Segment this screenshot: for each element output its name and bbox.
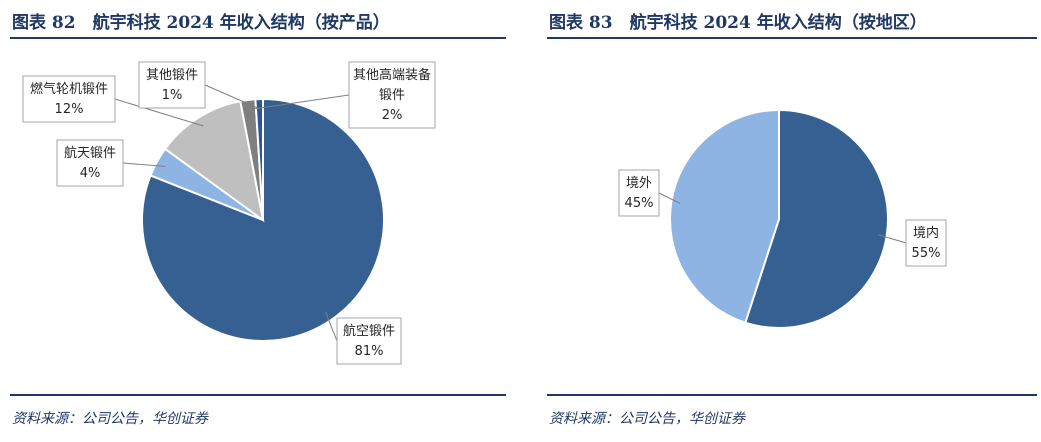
data-label: 其他锻件 1% bbox=[138, 61, 260, 110]
label-box bbox=[56, 139, 124, 187]
chart-title: 图表 83 航宇科技 2024 年收入结构（按地区） bbox=[549, 13, 927, 33]
label-box bbox=[22, 75, 116, 123]
region-pie-chart: 境内 55% 境外 45% bbox=[618, 108, 947, 329]
source-note: 资料来源：公司公告，华创证券 bbox=[12, 411, 208, 427]
leader-line bbox=[658, 192, 681, 204]
slice-name-label: 航空锻件 bbox=[343, 323, 395, 339]
label-box bbox=[348, 61, 436, 129]
label-box bbox=[905, 219, 947, 267]
leader-line bbox=[204, 84, 260, 110]
leader-line bbox=[248, 94, 350, 111]
slice-name-label: 其他锻件 bbox=[146, 68, 198, 83]
slice-value-label: 55% bbox=[912, 246, 941, 261]
slice-value-label: 2% bbox=[382, 108, 403, 123]
slice-value-label: 1% bbox=[162, 88, 183, 103]
slice-value-label: 81% bbox=[355, 344, 384, 359]
slice-value-label: 12% bbox=[55, 102, 84, 117]
pie-slice bbox=[254, 97, 264, 221]
slice-name-label: 境外 bbox=[626, 176, 652, 191]
pie-slice bbox=[744, 108, 889, 329]
source-note: 资料来源：公司公告，华创证券 bbox=[549, 411, 745, 427]
data-label: 航天锻件 4% bbox=[56, 139, 166, 187]
leader-line bbox=[122, 162, 166, 167]
label-box bbox=[336, 317, 402, 365]
left-chart-panel: 图表 82 航宇科技 2024 年收入结构（按产品） 航空锻件 81% 航天锻件 4%… bbox=[0, 0, 510, 442]
chart-title: 图表 82 航宇科技 2024 年收入结构（按产品） bbox=[12, 13, 390, 33]
pie-slice bbox=[163, 99, 265, 223]
data-label: 燃气轮机锻件 12% bbox=[22, 75, 204, 127]
slice-name-label: 境内 bbox=[913, 225, 939, 241]
data-label: 境外 45% bbox=[618, 169, 681, 217]
label-box bbox=[138, 61, 206, 109]
leader-line bbox=[877, 234, 907, 244]
title-rule bbox=[10, 37, 506, 39]
label-box bbox=[618, 169, 660, 217]
pie-slice bbox=[669, 108, 780, 324]
data-label: 航空锻件 81% bbox=[325, 311, 402, 365]
title-rule bbox=[547, 37, 1037, 39]
right-chart-panel: 图表 83 航宇科技 2024 年收入结构（按地区） 境内 55% 境外 45% 资料… bbox=[537, 0, 1041, 442]
slice-name-label: 锻件 bbox=[379, 88, 405, 103]
data-label: 境内 55% bbox=[877, 219, 947, 267]
slice-name-label: 航天锻件 bbox=[64, 145, 116, 161]
source-rule bbox=[10, 394, 506, 396]
slice-value-label: 45% bbox=[625, 196, 654, 211]
leader-line bbox=[114, 98, 204, 127]
leader-line bbox=[325, 311, 338, 342]
source-rule bbox=[547, 394, 1037, 396]
slice-name-label: 燃气轮机锻件 bbox=[30, 81, 108, 97]
slice-value-label: 4% bbox=[80, 166, 101, 181]
slice-name-label: 其他高端装备 bbox=[353, 67, 431, 83]
